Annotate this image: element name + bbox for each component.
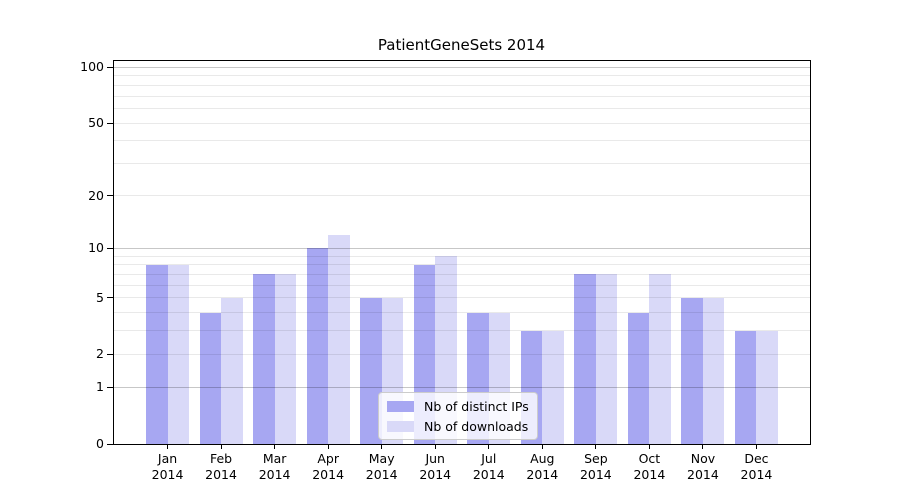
- bar-downloads-nov: [702, 297, 725, 444]
- x-tick-year: 2014: [365, 467, 398, 482]
- x-tick-month: Jul: [481, 451, 497, 466]
- x-tick-label-sep: Sep 2014: [556, 451, 636, 483]
- bar-distinct-ips-jan: [146, 264, 168, 444]
- bar-distinct-ips-apr: [306, 248, 329, 444]
- x-tick-label-jun: Jun 2014: [395, 451, 475, 483]
- y-tick-label-1: 1: [96, 379, 104, 395]
- x-tick-label-aug: Aug 2014: [502, 451, 582, 483]
- x-tick-year: 2014: [472, 467, 505, 482]
- x-tick-year: 2014: [205, 467, 237, 482]
- x-tick-month: Jun: [425, 451, 445, 466]
- bar-downloads-oct: [649, 274, 671, 444]
- bar-downloads-sep: [595, 274, 618, 444]
- x-tick-mark-nov: [702, 444, 704, 449]
- x-tick-mark-aug: [541, 444, 543, 449]
- bar-downloads-jan: [167, 264, 190, 444]
- x-tick-month: Jan: [157, 451, 178, 466]
- y-tick-mark-0: [107, 443, 113, 445]
- x-tick-label-jan: Jan 2014: [128, 451, 208, 483]
- y-tick-label-2: 2: [96, 346, 104, 362]
- x-tick-year: 2014: [687, 467, 719, 482]
- legend-label-distinct-ips: Nb of distinct IPs: [424, 398, 529, 414]
- x-tick-year: 2014: [419, 467, 452, 482]
- x-tick-label-feb: Feb 2014: [181, 451, 261, 483]
- y-tick-mark-10: [107, 247, 113, 249]
- x-tick-mark-apr: [327, 444, 329, 449]
- bar-downloads-apr: [328, 234, 350, 444]
- x-tick-mark-mar: [274, 444, 276, 449]
- bar-distinct-ips-feb: [199, 312, 222, 444]
- y-tick-label-5: 5: [96, 289, 104, 305]
- x-tick-mark-jan: [167, 444, 169, 449]
- x-tick-mark-jul: [488, 444, 490, 449]
- y-tick-mark-50: [107, 122, 113, 124]
- bar-distinct-ips-may: [360, 297, 382, 444]
- x-tick-mark-jun: [434, 444, 436, 449]
- bar-distinct-ips-sep: [574, 274, 596, 444]
- x-tick-month: Nov: [690, 451, 716, 466]
- x-tick-month: Mar: [262, 451, 287, 466]
- x-tick-month: Apr: [317, 451, 339, 466]
- legend-entry-distinct-ips: Nb of distinct IPs: [387, 397, 529, 415]
- legend-entry-downloads: Nb of downloads: [387, 417, 529, 435]
- x-tick-month: May: [368, 451, 395, 466]
- y-tick-mark-20: [107, 195, 113, 197]
- x-tick-month: Aug: [530, 451, 555, 466]
- x-tick-mark-sep: [595, 444, 597, 449]
- y-tick-label-20: 20: [88, 187, 104, 203]
- x-tick-label-apr: Apr 2014: [288, 451, 368, 483]
- x-tick-mark-oct: [648, 444, 650, 449]
- y-tick-mark-5: [107, 297, 113, 299]
- chart-title: PatientGeneSets 2014: [377, 36, 546, 54]
- x-tick-year: 2014: [579, 467, 612, 482]
- x-tick-label-nov: Nov 2014: [663, 451, 743, 483]
- legend-swatch-downloads: [387, 420, 414, 432]
- x-tick-year: 2014: [312, 467, 345, 482]
- x-tick-month: Dec: [744, 451, 769, 466]
- x-tick-label-mar: Mar 2014: [235, 451, 315, 483]
- bar-distinct-ips-nov: [681, 297, 703, 444]
- x-tick-mark-may: [381, 444, 383, 449]
- y-tick-label-50: 50: [88, 115, 104, 131]
- x-tick-month: Sep: [584, 451, 608, 466]
- x-tick-year: 2014: [526, 467, 559, 482]
- plot-area: [113, 60, 811, 445]
- bar-distinct-ips-mar: [253, 274, 275, 444]
- bar-downloads-feb: [221, 297, 243, 444]
- y-tick-label-100: 100: [80, 59, 104, 75]
- y-tick-label-10: 10: [88, 240, 104, 256]
- bar-distinct-ips-dec: [734, 330, 757, 444]
- bars-layer: [114, 61, 810, 444]
- x-tick-month: Feb: [209, 451, 233, 466]
- legend-swatch-distinct-ips: [387, 400, 414, 412]
- legend-label-downloads: Nb of downloads: [424, 418, 529, 434]
- legend: Nb of distinct IPs Nb of downloads: [378, 392, 538, 440]
- bar-distinct-ips-oct: [627, 312, 650, 444]
- x-tick-mark-feb: [220, 444, 222, 449]
- x-tick-year: 2014: [258, 467, 291, 482]
- x-tick-month: Oct: [638, 451, 661, 466]
- x-tick-label-jul: Jul 2014: [449, 451, 529, 483]
- x-tick-year: 2014: [633, 467, 666, 482]
- x-tick-label-dec: Dec 2014: [716, 451, 796, 483]
- bar-downloads-mar: [274, 274, 297, 444]
- y-tick-mark-2: [107, 353, 113, 355]
- y-tick-label-0: 0: [96, 436, 104, 451]
- x-tick-year: 2014: [151, 467, 184, 482]
- y-tick-mark-100: [107, 66, 113, 68]
- x-tick-year: 2014: [740, 467, 773, 482]
- y-tick-mark-1: [107, 386, 113, 388]
- x-tick-mark-dec: [755, 444, 757, 449]
- x-tick-label-oct: Oct 2014: [609, 451, 689, 483]
- bar-downloads-dec: [756, 330, 778, 444]
- x-tick-label-may: May 2014: [342, 451, 422, 483]
- bar-downloads-aug: [542, 330, 564, 444]
